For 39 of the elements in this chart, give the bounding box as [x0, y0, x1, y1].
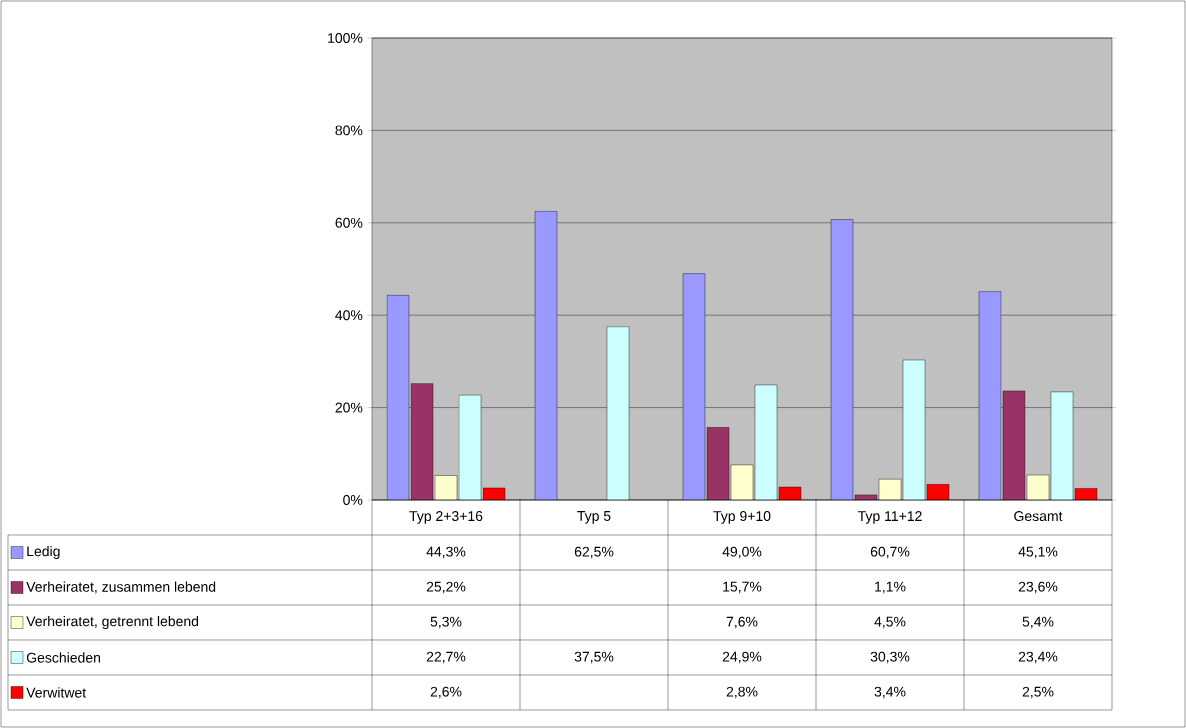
- y-tick-label: 40%: [335, 310, 363, 321]
- data-label: 44,3%: [426, 546, 466, 559]
- legend-label: Geschieden: [26, 652, 101, 663]
- data-label: 23,6%: [1018, 581, 1058, 594]
- y-tick-label: 0%: [343, 495, 363, 505]
- x-tick-label: Typ 11+12: [857, 511, 922, 524]
- data-label: 45,1%: [1018, 546, 1058, 559]
- y-tick-label: 80%: [335, 125, 363, 136]
- data-label: 22,7%: [426, 651, 466, 664]
- data-label: 5,4%: [1022, 616, 1054, 629]
- bar: [410, 383, 434, 500]
- data-label: 2,5%: [1022, 686, 1054, 699]
- x-tick-label: Gesamt: [1014, 511, 1063, 522]
- data-label: 30,3%: [870, 651, 910, 664]
- x-tick-label: Typ 2+3+16: [409, 511, 483, 524]
- legend-label: Ledig: [27, 545, 60, 560]
- x-tick-label: Typ 5: [577, 511, 611, 524]
- data-label: 24,9%: [722, 651, 762, 664]
- y-tick-label: 60%: [335, 217, 363, 228]
- data-label: 2,8%: [726, 686, 758, 699]
- data-label: 49,0%: [722, 546, 762, 559]
- legend-label: Verwitwet: [26, 687, 87, 698]
- data-label: 25,2%: [426, 581, 466, 594]
- data-label: 7,6%: [726, 616, 758, 629]
- data-label: 2,6%: [430, 686, 462, 699]
- legend-label: Verheiratet, getrennt lebend: [26, 615, 199, 630]
- data-label: 60,7%: [870, 546, 910, 559]
- x-tick-label: Typ 9+10: [713, 511, 771, 524]
- data-label: 1,1%: [875, 581, 906, 594]
- data-label: 4,5%: [874, 616, 906, 629]
- data-label: 37,5%: [574, 651, 614, 664]
- legend-label: Verheiratet, zusammen lebend: [26, 581, 216, 594]
- data-label: 62,5%: [574, 546, 614, 559]
- data-label: 23,4%: [1018, 651, 1058, 664]
- data-label: 15,7%: [723, 581, 762, 594]
- data-label: 3,4%: [874, 686, 906, 699]
- y-tick-label: 20%: [335, 402, 363, 413]
- data-label: 5,3%: [430, 616, 462, 629]
- y-tick-label: 100%: [328, 33, 363, 43]
